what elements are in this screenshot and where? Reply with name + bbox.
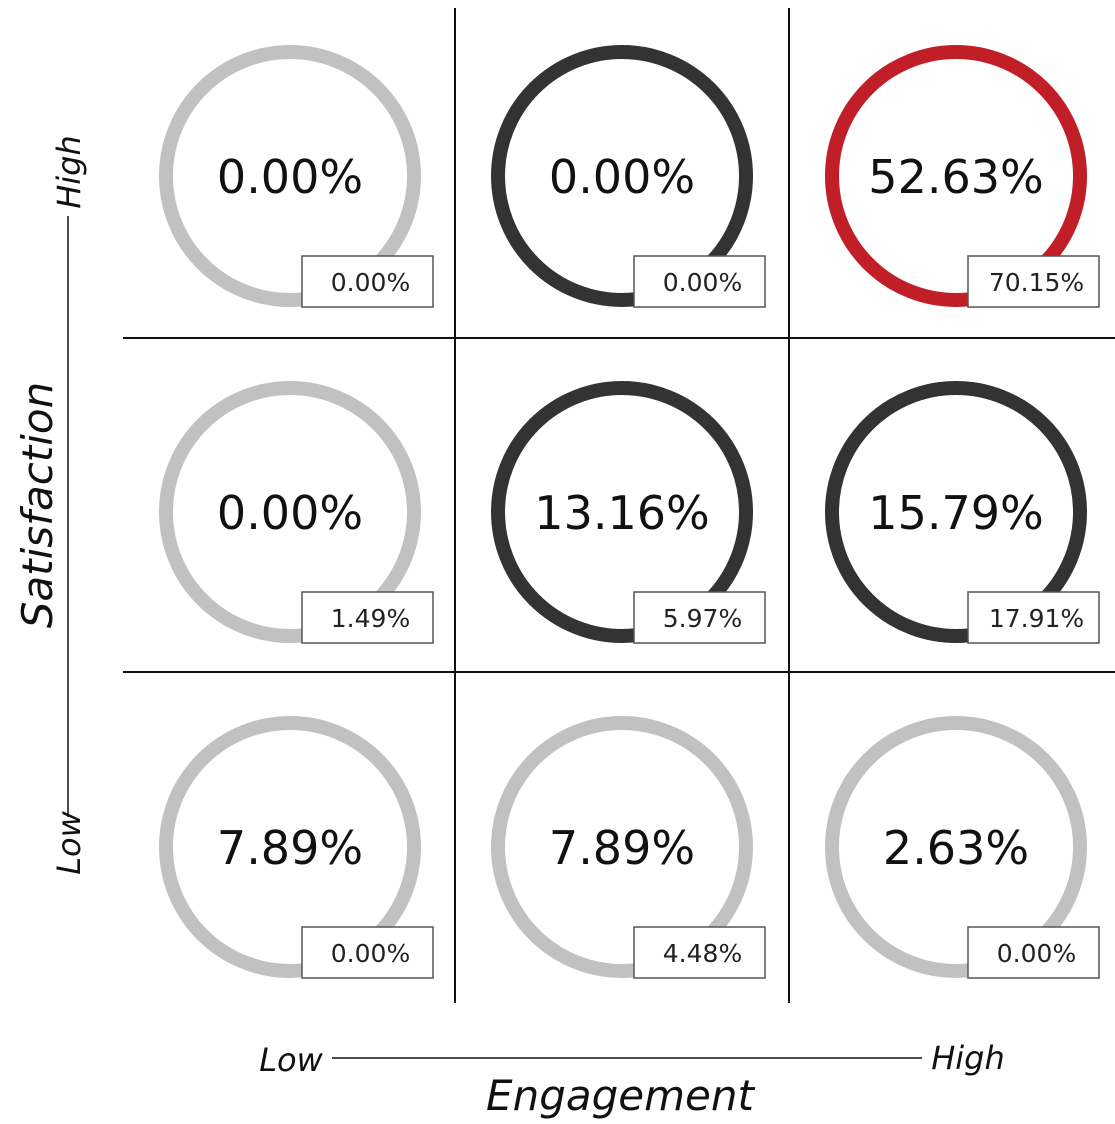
- x-axis-high-label: High: [931, 1039, 1005, 1077]
- cell-low-medium-value: 7.89%: [549, 821, 695, 875]
- cell-low-high-ring: [825, 716, 1087, 978]
- cell-medium-medium-value: 13.16%: [534, 486, 709, 540]
- x-axis-low-label: Low: [259, 1041, 323, 1079]
- cell-medium-medium-comparison-value: 5.97%: [663, 604, 742, 633]
- cell-high-low-ring: [159, 45, 421, 307]
- y-axis-title: Satisfaction: [13, 382, 62, 628]
- cell-high-medium-comparison-value: 0.00%: [663, 268, 742, 297]
- cell-high-high-comparison-box: [967, 255, 1100, 308]
- cell-medium-low-comparison-box: [301, 591, 434, 644]
- cell-low-high-comparison-box: [967, 926, 1100, 979]
- y-axis-low-label: Low: [50, 810, 88, 874]
- cell-medium-low-value: 0.00%: [217, 486, 363, 540]
- cell-low-high-comparison-value: 0.00%: [997, 939, 1076, 968]
- y-axis-high-label: High: [50, 135, 88, 209]
- cell-high-medium-comparison-box: [633, 255, 766, 308]
- cell-medium-medium-ring: [491, 381, 753, 643]
- cell-low-low-ring: [159, 716, 421, 978]
- cell-low-low-comparison-box: [301, 926, 434, 979]
- x-axis-title: Engagement: [486, 1071, 755, 1120]
- cell-low-high-value: 2.63%: [883, 821, 1029, 875]
- cell-medium-high-ring: [825, 381, 1087, 643]
- cell-high-low-comparison-box: [301, 255, 434, 308]
- cell-medium-high-comparison-box: [967, 591, 1100, 644]
- cell-low-medium-comparison-box: [633, 926, 766, 979]
- cell-medium-high-value: 15.79%: [868, 486, 1043, 540]
- cell-medium-medium-comparison-box: [633, 591, 766, 644]
- cell-medium-low-ring: [159, 381, 421, 643]
- cell-high-high-value: 52.63%: [868, 150, 1043, 204]
- cell-low-medium-comparison-value: 4.48%: [663, 939, 742, 968]
- cell-medium-high-comparison-value: 17.91%: [989, 604, 1084, 633]
- cell-high-high-comparison-value: 70.15%: [989, 268, 1084, 297]
- cell-low-medium-ring: [491, 716, 753, 978]
- cell-high-medium-ring: [491, 45, 753, 307]
- cell-low-low-value: 7.89%: [217, 821, 363, 875]
- cell-high-medium-value: 0.00%: [549, 150, 695, 204]
- cell-low-low-comparison-value: 0.00%: [331, 939, 410, 968]
- cell-high-low-comparison-value: 0.00%: [331, 268, 410, 297]
- cell-medium-low-comparison-value: 1.49%: [331, 604, 410, 633]
- cell-high-high-ring: [825, 45, 1087, 307]
- matrix-cells: 0.00% 0.00% 0.00% 0.00% 52.63% 70.15% 0.00% 1.4…: [159, 45, 1100, 979]
- cell-high-low-value: 0.00%: [217, 150, 363, 204]
